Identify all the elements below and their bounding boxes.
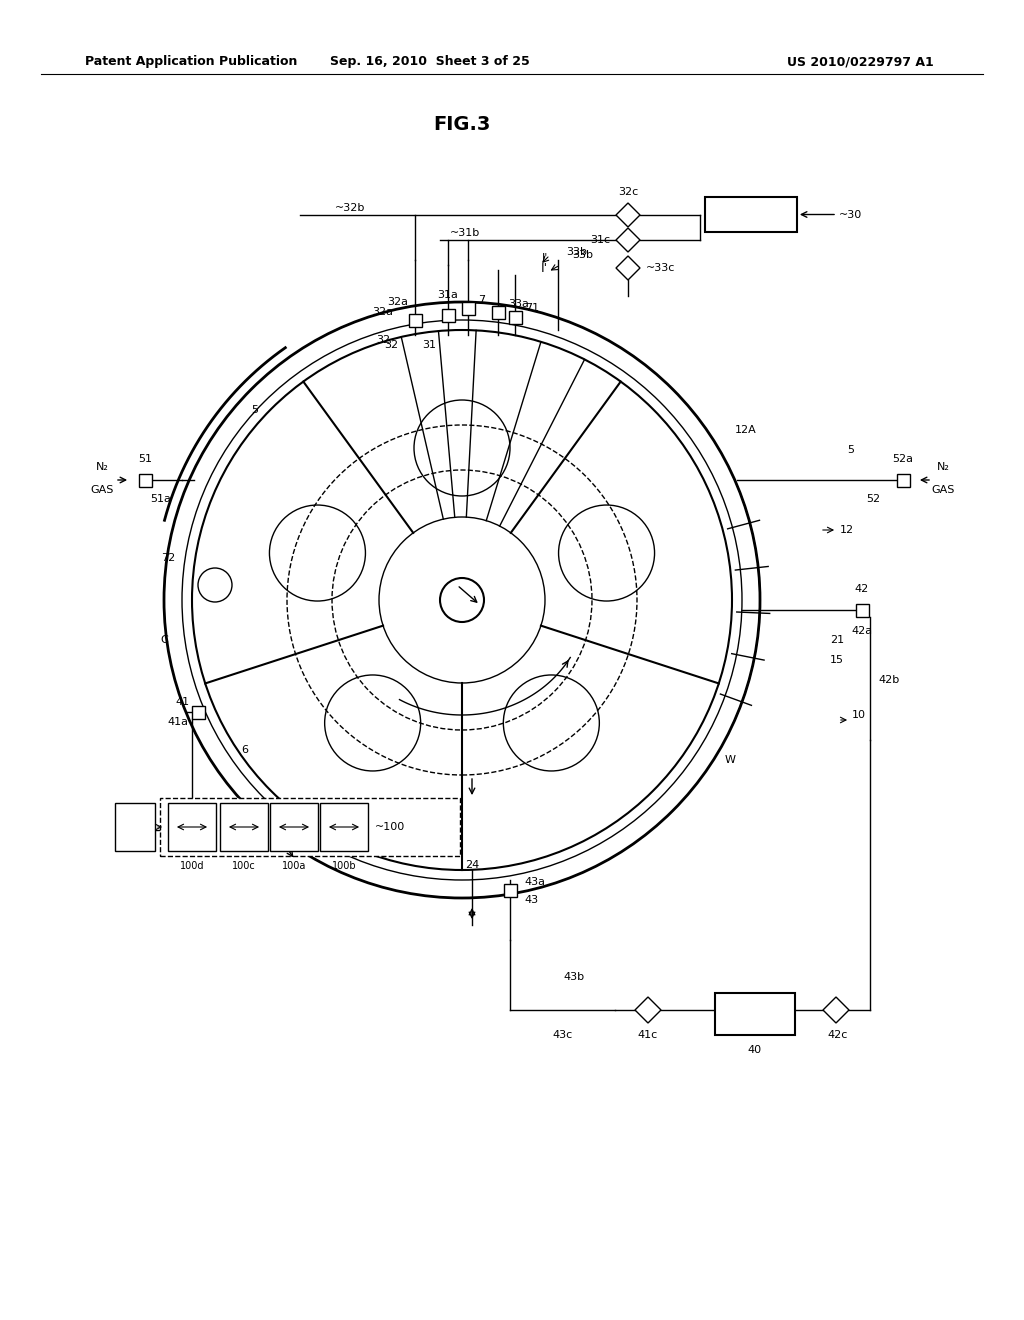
Polygon shape: [616, 228, 640, 252]
Text: 41b: 41b: [117, 825, 138, 836]
Bar: [509, 310, 521, 323]
Polygon shape: [616, 203, 640, 227]
Text: 43: 43: [524, 895, 539, 906]
Text: N₂: N₂: [95, 462, 109, 473]
Text: 32a: 32a: [372, 308, 393, 317]
Text: 42: 42: [855, 583, 869, 594]
Text: 40: 40: [748, 1045, 762, 1055]
Text: I': I': [542, 253, 548, 263]
Text: 43a: 43a: [524, 876, 545, 887]
Text: 32c: 32c: [617, 187, 638, 197]
Text: I': I': [541, 261, 548, 275]
Text: BTBAS: BTBAS: [730, 209, 772, 220]
Text: W: W: [725, 755, 735, 766]
Circle shape: [440, 578, 484, 622]
Text: 33b: 33b: [572, 249, 593, 260]
Text: ~100: ~100: [375, 822, 406, 832]
Circle shape: [379, 517, 545, 682]
Bar: [160, 799, 460, 855]
Text: 5: 5: [847, 445, 854, 455]
Text: 31c: 31c: [590, 235, 610, 246]
Text: ~33c: ~33c: [646, 263, 676, 273]
Text: 41a: 41a: [167, 717, 188, 727]
Text: C: C: [160, 635, 168, 645]
Text: 31: 31: [422, 341, 436, 350]
Text: GAS: GAS: [931, 484, 954, 495]
Text: I: I: [260, 841, 263, 854]
Text: N₂: N₂: [937, 462, 949, 473]
Text: 5: 5: [252, 405, 258, 414]
Bar: [855, 603, 868, 616]
Text: 100b: 100b: [332, 861, 356, 871]
Polygon shape: [823, 997, 849, 1023]
Text: 21: 21: [830, 635, 844, 645]
Text: 52a: 52a: [893, 454, 913, 465]
Text: 51a: 51a: [150, 494, 171, 504]
Text: ~31b: ~31b: [450, 228, 480, 238]
Bar: [220, 803, 268, 851]
Bar: [115, 803, 155, 851]
Text: 12A: 12A: [735, 425, 757, 436]
Text: 6: 6: [242, 744, 249, 755]
Bar: [462, 301, 474, 314]
Text: 72: 72: [161, 553, 175, 564]
Text: 10: 10: [852, 710, 866, 719]
Text: US 2010/0229797 A1: US 2010/0229797 A1: [786, 55, 933, 69]
Text: O₃: O₃: [746, 1006, 764, 1022]
Bar: [705, 197, 797, 232]
Text: 33b: 33b: [566, 247, 587, 257]
Text: 43c: 43c: [553, 1030, 573, 1040]
Text: 31a: 31a: [437, 290, 459, 300]
Text: 33a: 33a: [508, 300, 528, 309]
Polygon shape: [616, 256, 640, 280]
Text: 71: 71: [525, 304, 539, 313]
Bar: [441, 309, 455, 322]
Bar: [409, 314, 422, 326]
Bar: [270, 803, 318, 851]
Text: 42b: 42b: [878, 675, 899, 685]
Text: 100c: 100c: [232, 861, 256, 871]
Bar: [138, 474, 152, 487]
Bar: [191, 705, 205, 718]
Bar: [168, 803, 216, 851]
Text: 32: 32: [376, 335, 390, 345]
Circle shape: [182, 319, 742, 880]
Text: Patent Application Publication: Patent Application Publication: [85, 55, 297, 69]
Text: 32a: 32a: [387, 297, 408, 308]
Text: Sep. 16, 2010  Sheet 3 of 25: Sep. 16, 2010 Sheet 3 of 25: [330, 55, 529, 69]
Bar: [504, 883, 516, 896]
Text: GAS: GAS: [90, 484, 114, 495]
Text: 43b: 43b: [563, 972, 584, 982]
Text: 100d: 100d: [180, 861, 204, 871]
Text: 24: 24: [465, 861, 479, 870]
Text: ~30: ~30: [839, 210, 862, 219]
Text: 42a: 42a: [851, 626, 872, 636]
Text: 41: 41: [176, 697, 190, 708]
Text: 51: 51: [138, 454, 152, 465]
Bar: [896, 474, 909, 487]
Text: 32: 32: [384, 341, 398, 350]
Text: ~32b: ~32b: [335, 203, 366, 213]
Polygon shape: [635, 997, 662, 1023]
Text: 41c: 41c: [638, 1030, 658, 1040]
Bar: [492, 305, 505, 318]
Text: 42c: 42c: [827, 1030, 848, 1040]
Text: 100a: 100a: [282, 861, 306, 871]
Text: 15: 15: [830, 655, 844, 665]
Bar: [715, 993, 795, 1035]
Text: 7: 7: [478, 294, 485, 305]
Bar: [319, 803, 368, 851]
Text: FIG.3: FIG.3: [433, 116, 490, 135]
Circle shape: [164, 302, 760, 898]
Text: 52: 52: [866, 494, 880, 504]
Text: 12: 12: [840, 525, 854, 535]
